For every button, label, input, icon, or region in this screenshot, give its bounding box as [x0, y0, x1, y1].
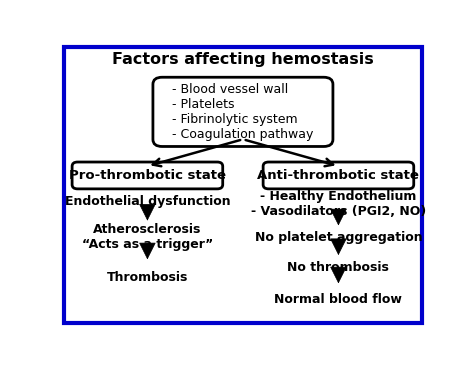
- Text: Anti-thrombotic state: Anti-thrombotic state: [257, 169, 419, 182]
- FancyBboxPatch shape: [72, 162, 223, 189]
- FancyBboxPatch shape: [153, 77, 333, 146]
- Text: - Healthy Endothelium
- Vasodilators (PGI2, NO): - Healthy Endothelium - Vasodilators (PG…: [251, 190, 426, 218]
- Text: - Blood vessel wall
- Platelets
- Fibrinolytic system
- Coagulation pathway: - Blood vessel wall - Platelets - Fibrin…: [172, 83, 314, 141]
- Text: Thrombosis: Thrombosis: [107, 271, 188, 284]
- Text: No thrombosis: No thrombosis: [288, 261, 389, 274]
- Text: Endothelial dysfunction: Endothelial dysfunction: [64, 195, 230, 208]
- Text: Normal blood flow: Normal blood flow: [274, 293, 402, 306]
- Text: No platelet aggregation: No platelet aggregation: [255, 231, 422, 244]
- Text: Pro-thrombotic state: Pro-thrombotic state: [69, 169, 226, 182]
- Text: Factors affecting hemostasis: Factors affecting hemostasis: [112, 52, 374, 67]
- FancyBboxPatch shape: [263, 162, 414, 189]
- Text: Atherosclerosis
“Acts as a trigger”: Atherosclerosis “Acts as a trigger”: [82, 223, 213, 251]
